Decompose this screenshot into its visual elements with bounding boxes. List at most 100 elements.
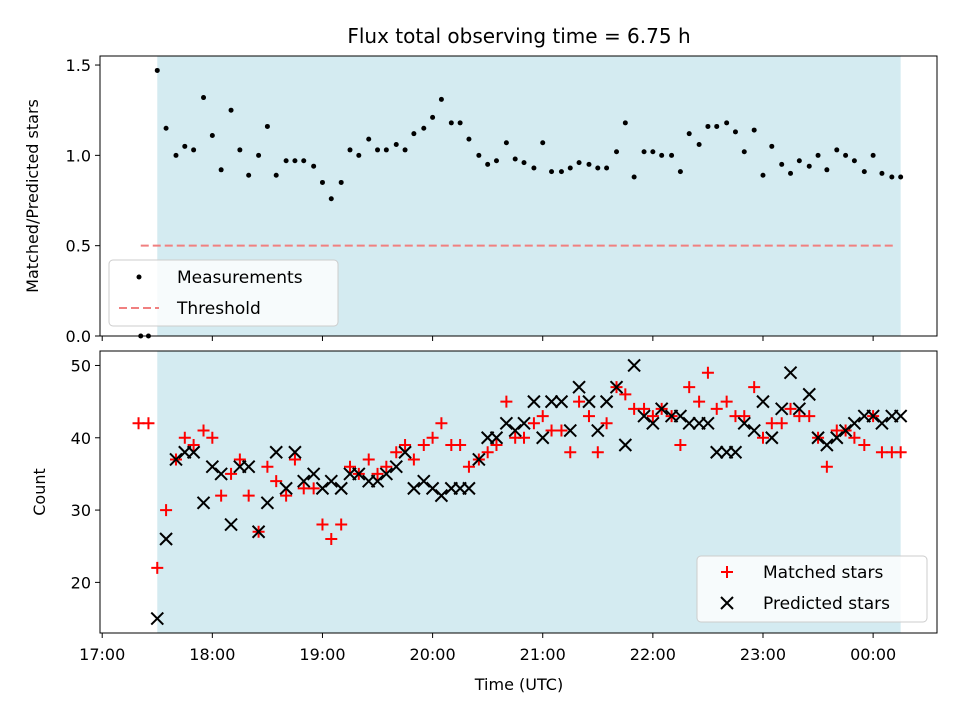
matched-point bbox=[564, 446, 577, 459]
predicted-point bbox=[536, 431, 550, 445]
x-tick-label: 22:00 bbox=[630, 645, 676, 664]
measurement-point bbox=[366, 136, 372, 142]
predicted-point bbox=[398, 445, 412, 459]
top-y-tick-label: 0.0 bbox=[66, 327, 91, 346]
predicted-point bbox=[251, 525, 266, 539]
matched-point bbox=[462, 460, 475, 473]
top-y-tick-label: 0.5 bbox=[66, 237, 91, 256]
predicted-point bbox=[297, 474, 311, 488]
measurement-point bbox=[788, 170, 794, 176]
measurement-point bbox=[375, 147, 381, 153]
bottom-legend-box bbox=[696, 555, 928, 623]
matched-point bbox=[280, 489, 293, 502]
predicted-point bbox=[582, 394, 596, 409]
matched-point bbox=[738, 410, 751, 423]
measurement-point bbox=[485, 161, 491, 167]
measurement-point bbox=[218, 167, 224, 173]
measurement-point bbox=[669, 152, 675, 158]
measurement-point bbox=[256, 152, 262, 158]
measurement-point bbox=[421, 125, 427, 131]
measurement-point bbox=[191, 147, 197, 153]
matched-point bbox=[151, 561, 164, 574]
measurement-point bbox=[328, 196, 334, 202]
matched-point bbox=[555, 424, 568, 437]
measurement-point bbox=[576, 160, 582, 166]
predicted-point bbox=[599, 394, 614, 409]
matched-point bbox=[261, 460, 274, 473]
predicted-point bbox=[847, 416, 862, 431]
measurement-point bbox=[246, 172, 252, 178]
matched-point bbox=[288, 453, 301, 466]
bottom-panel: 20 30 40 50 17:00 18:00 19:00 20:00 21:00 22:00 2… bbox=[30, 350, 938, 694]
predicted-point bbox=[792, 402, 807, 416]
matched-point bbox=[206, 431, 219, 444]
predicted-point bbox=[214, 467, 228, 481]
matched-point bbox=[215, 489, 228, 502]
matched-point bbox=[683, 381, 696, 394]
matched-point bbox=[426, 431, 439, 444]
matched-point bbox=[820, 460, 833, 473]
predicted-point bbox=[572, 380, 586, 394]
matched-point bbox=[500, 395, 513, 408]
x-tick-label: 18:00 bbox=[189, 645, 235, 664]
legend-measurements-marker bbox=[136, 274, 142, 280]
measurement-point bbox=[769, 143, 775, 149]
measurement-point bbox=[898, 174, 904, 180]
measurement-point bbox=[696, 142, 702, 148]
measurement-point bbox=[641, 149, 647, 155]
matched-point bbox=[518, 431, 531, 444]
matched-point bbox=[178, 431, 191, 444]
top-legend: Measurements Threshold bbox=[108, 259, 339, 327]
x-tick-label: 20:00 bbox=[410, 645, 456, 664]
measurement-point bbox=[843, 152, 849, 158]
measurement-point bbox=[531, 165, 537, 171]
predicted-point bbox=[811, 431, 825, 445]
measurement-point bbox=[292, 158, 298, 164]
measurement-point bbox=[851, 158, 857, 164]
predicted-point bbox=[737, 416, 751, 431]
predicted-point bbox=[554, 394, 569, 409]
predicted-point bbox=[324, 474, 338, 488]
measurement-point bbox=[393, 142, 399, 148]
legend-predicted-marker bbox=[720, 596, 734, 610]
matched-point bbox=[160, 504, 173, 517]
bottom-y-tick-label: 30 bbox=[71, 501, 91, 520]
measurement-point bbox=[512, 156, 518, 162]
matched-point bbox=[894, 446, 907, 459]
predicted-point bbox=[682, 416, 696, 431]
matched-point bbox=[407, 453, 420, 466]
matched-point bbox=[693, 395, 706, 408]
predicted-point bbox=[205, 459, 220, 474]
matched-point bbox=[435, 417, 448, 430]
chart-title: Flux total observing time = 6.75 h bbox=[347, 24, 690, 48]
matched-point bbox=[335, 518, 348, 531]
predicted-point bbox=[544, 394, 559, 409]
predicted-point bbox=[710, 445, 724, 459]
predicted-point bbox=[306, 467, 321, 481]
predicted-point bbox=[765, 431, 779, 445]
predicted-point bbox=[756, 394, 770, 409]
measurement-point bbox=[724, 120, 730, 126]
matched-point bbox=[638, 402, 651, 415]
predicted-point bbox=[747, 423, 761, 438]
predicted-point bbox=[783, 365, 798, 380]
measurement-point bbox=[879, 170, 885, 176]
matched-point bbox=[362, 453, 375, 466]
measurement-point bbox=[732, 129, 738, 135]
measurement-point bbox=[614, 149, 620, 155]
predicted-point bbox=[425, 481, 440, 496]
predicted-point bbox=[389, 459, 403, 474]
legend-matched-label: Matched stars bbox=[763, 563, 883, 583]
predicted-point bbox=[169, 452, 183, 467]
measurement-point bbox=[383, 147, 389, 153]
predicted-point bbox=[646, 416, 660, 431]
measurement-point bbox=[182, 143, 188, 149]
matched-point bbox=[720, 395, 733, 408]
matched-point bbox=[674, 439, 687, 451]
measurement-point bbox=[567, 165, 573, 171]
matched-point bbox=[307, 482, 320, 495]
measurement-point bbox=[493, 158, 499, 164]
predicted-point bbox=[775, 402, 789, 416]
predicted-point bbox=[866, 409, 880, 423]
measurement-point bbox=[237, 147, 243, 153]
